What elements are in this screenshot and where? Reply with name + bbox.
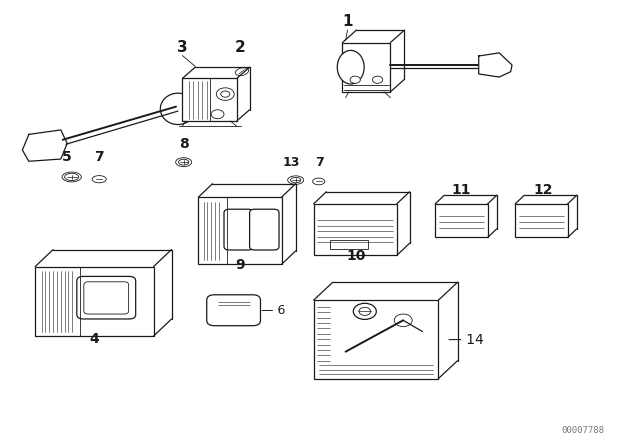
Text: 11: 11 bbox=[451, 183, 470, 197]
Bar bbox=[435, 204, 488, 237]
Bar bbox=[330, 240, 368, 249]
Ellipse shape bbox=[337, 51, 364, 84]
Circle shape bbox=[372, 76, 383, 83]
Ellipse shape bbox=[291, 177, 301, 183]
Bar bbox=[515, 204, 568, 237]
FancyBboxPatch shape bbox=[207, 295, 260, 326]
Circle shape bbox=[353, 303, 376, 319]
Text: 5: 5 bbox=[62, 150, 72, 164]
Circle shape bbox=[42, 142, 54, 151]
Bar bbox=[314, 204, 397, 255]
Circle shape bbox=[350, 76, 360, 83]
Polygon shape bbox=[22, 130, 67, 161]
Polygon shape bbox=[479, 53, 512, 77]
FancyBboxPatch shape bbox=[84, 282, 129, 314]
Text: — 6: — 6 bbox=[261, 304, 285, 317]
Text: 8: 8 bbox=[179, 137, 189, 151]
FancyBboxPatch shape bbox=[250, 209, 279, 250]
Bar bbox=[182, 78, 237, 121]
Text: 13: 13 bbox=[282, 156, 300, 169]
Text: 4: 4 bbox=[90, 332, 100, 346]
Circle shape bbox=[221, 91, 230, 97]
Bar bbox=[314, 300, 438, 379]
Circle shape bbox=[211, 110, 224, 119]
Ellipse shape bbox=[92, 176, 106, 183]
Text: 7: 7 bbox=[316, 156, 324, 169]
Ellipse shape bbox=[288, 176, 304, 185]
Text: 2: 2 bbox=[235, 40, 245, 55]
Text: 1: 1 bbox=[342, 14, 353, 29]
Text: — 14: — 14 bbox=[448, 333, 484, 348]
FancyBboxPatch shape bbox=[224, 209, 253, 250]
Bar bbox=[342, 43, 390, 92]
Ellipse shape bbox=[161, 93, 196, 125]
Bar bbox=[198, 197, 282, 264]
Ellipse shape bbox=[65, 173, 79, 181]
Bar bbox=[35, 267, 154, 336]
FancyBboxPatch shape bbox=[77, 276, 136, 319]
Circle shape bbox=[359, 307, 371, 315]
Circle shape bbox=[394, 314, 412, 327]
Text: 12: 12 bbox=[533, 183, 552, 197]
Text: 3: 3 bbox=[177, 40, 188, 55]
Circle shape bbox=[216, 88, 234, 100]
Text: 00007788: 00007788 bbox=[561, 426, 604, 435]
Text: 10: 10 bbox=[346, 249, 365, 263]
Ellipse shape bbox=[62, 172, 81, 182]
Ellipse shape bbox=[313, 178, 325, 185]
Ellipse shape bbox=[179, 159, 189, 165]
Ellipse shape bbox=[236, 68, 248, 76]
Text: 9: 9 bbox=[235, 258, 245, 272]
Text: 7: 7 bbox=[94, 150, 104, 164]
Circle shape bbox=[492, 61, 500, 66]
Ellipse shape bbox=[175, 158, 192, 167]
